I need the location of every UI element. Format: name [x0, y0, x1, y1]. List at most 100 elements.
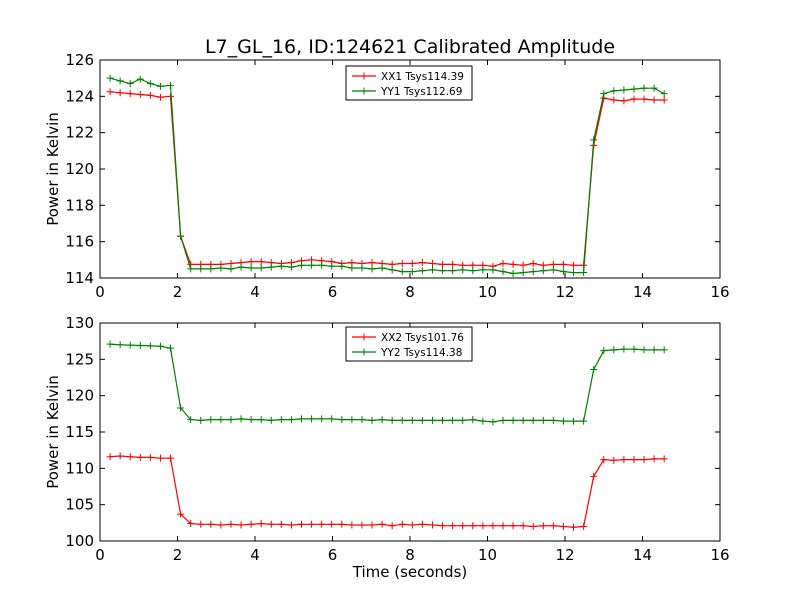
data-point-0-1-21	[318, 261, 326, 269]
data-point-1-0-5	[156, 454, 164, 462]
data-point-0-1-3	[136, 75, 144, 83]
data-point-0-1-14	[247, 264, 255, 272]
data-point-1-1-6	[167, 344, 175, 352]
data-point-1-0-32	[428, 521, 436, 529]
data-point-1-0-47	[580, 522, 588, 530]
data-point-1-1-20	[308, 415, 316, 423]
data-point-1-0-39	[499, 522, 507, 530]
data-point-1-0-0	[106, 453, 114, 461]
data-point-1-1-28	[388, 416, 396, 424]
data-point-1-1-29	[398, 416, 406, 424]
y-tick-label: 114	[65, 269, 94, 287]
data-point-0-1-9	[197, 265, 205, 273]
data-point-1-0-9	[197, 520, 205, 528]
data-point-1-0-2	[126, 453, 134, 461]
data-point-1-0-45	[559, 522, 567, 530]
data-point-1-1-43	[539, 416, 547, 424]
data-point-0-1-43	[539, 267, 547, 275]
data-point-0-0-46	[570, 261, 578, 269]
legend-swatch-marker	[360, 333, 368, 341]
data-point-0-0-40	[509, 260, 517, 268]
data-point-1-0-43	[539, 522, 547, 530]
data-point-1-0-52	[630, 456, 638, 464]
data-point-0-1-38	[489, 266, 497, 274]
data-point-1-0-50	[610, 456, 618, 464]
legend-swatch-marker	[360, 87, 368, 95]
data-point-1-1-50	[610, 346, 618, 354]
data-point-0-1-7	[177, 232, 185, 240]
data-point-1-1-8	[187, 416, 195, 424]
data-point-0-1-19	[298, 261, 305, 269]
data-point-1-0-37	[479, 522, 487, 530]
data-point-1-0-14	[247, 520, 255, 528]
data-point-1-1-16	[267, 416, 275, 424]
data-point-1-0-35	[459, 522, 467, 530]
y-tick-label: 100	[65, 532, 94, 550]
data-point-0-0-31	[418, 259, 426, 267]
data-point-0-1-12	[227, 265, 235, 273]
data-point-0-1-30	[408, 268, 416, 276]
x-tick-label: 6	[328, 546, 338, 564]
data-point-0-1-36	[469, 267, 477, 275]
data-point-1-1-19	[298, 415, 305, 423]
data-point-0-1-47	[580, 269, 588, 277]
data-point-1-1-38	[489, 418, 497, 426]
data-point-0-0-1	[116, 89, 124, 97]
data-point-1-1-4	[146, 342, 154, 350]
data-point-1-0-36	[469, 522, 477, 530]
y-tick-label: 118	[65, 196, 94, 214]
data-point-1-0-34	[449, 522, 457, 530]
data-point-0-0-55	[660, 96, 668, 104]
data-point-1-1-34	[449, 416, 457, 424]
data-point-1-1-45	[559, 417, 567, 425]
data-point-1-1-46	[570, 417, 578, 425]
data-point-1-0-44	[549, 522, 557, 530]
data-point-1-0-38	[489, 522, 497, 530]
data-point-0-1-35	[459, 266, 467, 274]
data-point-1-0-6	[167, 454, 175, 462]
data-point-1-0-46	[570, 523, 578, 531]
data-point-0-0-29	[398, 259, 406, 267]
data-point-1-0-12	[227, 520, 235, 528]
data-point-0-0-5	[156, 93, 164, 101]
y-tick-label: 105	[65, 496, 94, 514]
data-point-1-1-12	[227, 416, 235, 424]
top-chart-panel: 0 2 4 6 8 10 12 14 16 114 116 118 120 122 124 126 Power …	[44, 51, 730, 301]
data-point-0-1-24	[348, 264, 356, 272]
data-point-1-1-25	[358, 416, 366, 424]
data-point-0-1-17	[277, 262, 285, 270]
data-point-1-1-18	[287, 416, 295, 424]
data-point-0-1-41	[519, 269, 527, 277]
data-point-1-1-3	[136, 342, 144, 350]
legend-box	[345, 326, 473, 362]
data-point-1-0-55	[660, 455, 668, 463]
data-point-0-1-29	[398, 268, 406, 276]
data-point-0-1-25	[358, 264, 366, 272]
data-point-0-1-53	[640, 84, 648, 92]
data-point-1-0-42	[529, 522, 537, 530]
data-point-1-1-13	[237, 415, 245, 423]
data-point-0-1-6	[167, 81, 175, 89]
data-point-0-1-16	[267, 263, 275, 271]
data-point-1-1-11	[217, 416, 225, 424]
data-point-0-1-0	[106, 74, 114, 82]
data-point-0-0-34	[449, 260, 457, 268]
data-point-0-1-10	[207, 265, 215, 273]
data-point-1-1-2	[126, 341, 134, 349]
data-point-1-0-24	[348, 521, 356, 529]
y-tick-label: 124	[65, 87, 94, 105]
data-point-0-0-54	[650, 96, 658, 104]
data-point-0-1-8	[187, 265, 195, 273]
data-point-1-0-41	[519, 522, 527, 530]
data-point-0-1-52	[630, 85, 638, 93]
data-point-1-1-48	[590, 366, 598, 374]
x-tick-label: 16	[710, 283, 729, 301]
data-point-1-0-27	[378, 520, 386, 528]
data-point-1-0-29	[398, 520, 406, 528]
data-point-1-1-15	[257, 416, 265, 424]
data-point-1-1-37	[479, 417, 487, 425]
data-point-1-0-18	[287, 521, 295, 529]
data-point-0-1-44	[549, 266, 557, 274]
data-point-0-1-15	[257, 264, 265, 272]
data-point-1-0-25	[358, 521, 366, 529]
